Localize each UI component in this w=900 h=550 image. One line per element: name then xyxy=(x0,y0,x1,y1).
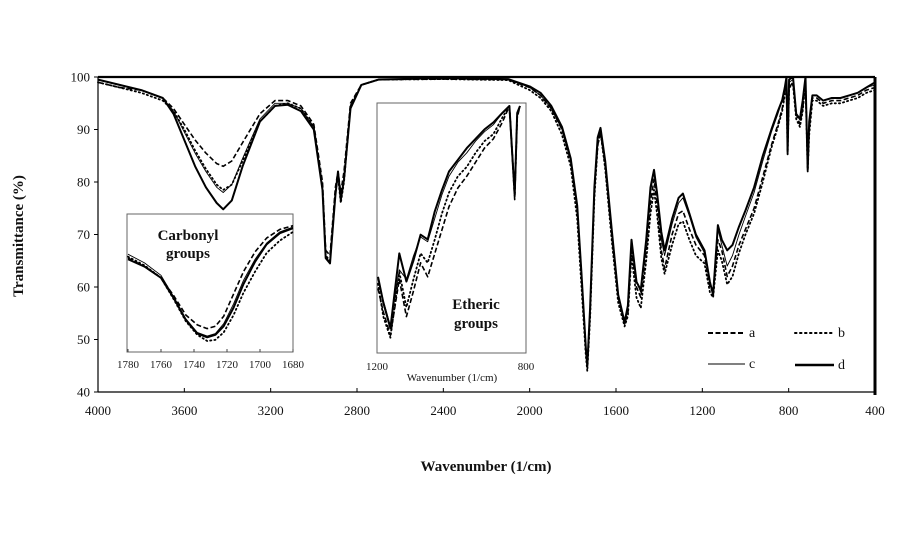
x-tick-label: 1200 xyxy=(689,403,715,418)
x-tick-label: 3200 xyxy=(258,403,284,418)
y-tick-label: 80 xyxy=(77,175,90,190)
inset-carbonyl-x-tick-label: 1760 xyxy=(150,359,173,371)
x-tick-label: 3600 xyxy=(171,403,197,418)
legend: a b c d xyxy=(708,326,845,373)
inset-carbonyl-x-tick-label: 1680 xyxy=(282,359,305,371)
x-axis-title: Wavenumber (1/cm) xyxy=(421,459,552,475)
inset-etheric-x-axis-title: Wavenumber (1/cm) xyxy=(407,372,498,384)
legend-label-c: c xyxy=(749,357,755,372)
y-tick-label: 100 xyxy=(71,70,91,85)
inset-etheric-x-tick-label: 1200 xyxy=(366,361,389,373)
inset-etheric-series-d xyxy=(377,105,521,330)
inset-etheric-frame xyxy=(376,102,527,354)
inset-carbonyl-x-tick-label: 1700 xyxy=(249,359,272,371)
x-tick-label: 2000 xyxy=(517,403,543,418)
legend-label-a: a xyxy=(749,326,756,341)
y-axis-title: Transmittance (%) xyxy=(11,175,27,297)
legend-label-b: b xyxy=(838,326,845,341)
y-tick-label: 90 xyxy=(77,122,90,137)
inset-carbonyl-x-tick-label: 1720 xyxy=(216,359,239,371)
y-tick-label: 60 xyxy=(77,280,90,295)
y-tick-label: 50 xyxy=(77,332,90,347)
x-tick-label: 2800 xyxy=(344,403,370,418)
inset-carbonyl-x-tick-label: 1780 xyxy=(117,359,140,371)
inset-etheric-series-b xyxy=(377,105,521,339)
y-ticks: 40 50 60 70 80 90 100 xyxy=(71,70,98,400)
y-tick-label: 40 xyxy=(77,385,90,400)
inset-etheric-series xyxy=(377,105,521,339)
inset-carbonyl-series-d xyxy=(127,227,294,339)
inset-etheric-title-line2: groups xyxy=(454,316,498,332)
x-tick-label: 1600 xyxy=(603,403,629,418)
x-tick-label: 4000 xyxy=(85,403,111,418)
inset-carbonyl-x-tick-label: 1740 xyxy=(183,359,206,371)
x-tick-label: 400 xyxy=(865,403,885,418)
inset-carbonyl: 1780 1760 1740 1720 1700 1680 Carbonyl groups xyxy=(117,213,305,371)
inset-etheric-title-line1: Etheric xyxy=(452,297,500,313)
inset-etheric: 1200 800 Etheric groups Wavenumber (1/cm) xyxy=(366,102,535,384)
inset-carbonyl-series xyxy=(127,224,294,342)
main-series-d xyxy=(97,76,876,367)
x-tick-label: 800 xyxy=(779,403,799,418)
inset-carbonyl-title-line1: Carbonyl xyxy=(158,228,219,244)
inset-etheric-ticks: 1200 800 xyxy=(366,361,535,373)
legend-label-d: d xyxy=(838,358,845,373)
inset-carbonyl-frame xyxy=(126,213,294,353)
main-series-group xyxy=(97,76,876,372)
main-series-a xyxy=(97,78,876,367)
inset-carbonyl-title-line2: groups xyxy=(166,246,210,262)
x-tick-label: 2400 xyxy=(430,403,456,418)
inset-carbonyl-ticks: 1780 1760 1740 1720 1700 1680 xyxy=(117,349,305,371)
main-axes xyxy=(97,75,877,395)
y-tick-label: 70 xyxy=(77,227,90,242)
x-ticks: 4000 3600 3200 2800 2400 2000 1600 1200 800 400 xyxy=(85,388,885,418)
inset-etheric-x-tick-label: 800 xyxy=(518,361,535,373)
